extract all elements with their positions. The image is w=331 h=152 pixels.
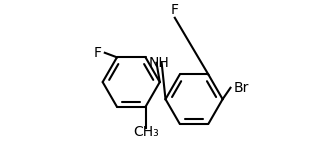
Text: F: F <box>171 3 179 17</box>
Text: CH₃: CH₃ <box>133 125 159 139</box>
Text: F: F <box>94 47 102 60</box>
Text: NH: NH <box>149 56 169 70</box>
Text: Br: Br <box>233 81 249 95</box>
